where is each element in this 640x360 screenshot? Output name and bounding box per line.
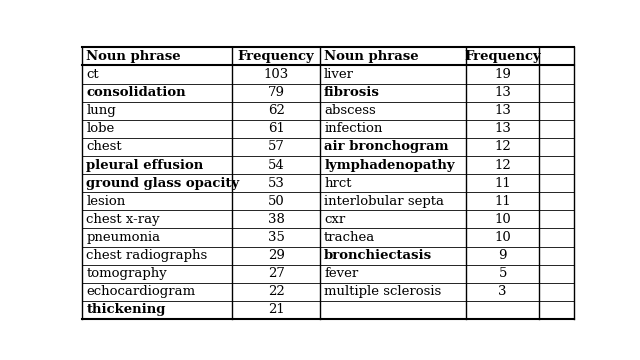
Text: lesion: lesion <box>86 195 125 208</box>
Text: 35: 35 <box>268 231 285 244</box>
Text: cxr: cxr <box>324 213 346 226</box>
Text: pleural effusion: pleural effusion <box>86 158 204 172</box>
Text: 11: 11 <box>494 195 511 208</box>
Text: 62: 62 <box>268 104 285 117</box>
Text: 9: 9 <box>499 249 507 262</box>
Text: 61: 61 <box>268 122 285 135</box>
Text: 38: 38 <box>268 213 285 226</box>
Text: hrct: hrct <box>324 177 351 190</box>
Text: 19: 19 <box>494 68 511 81</box>
Text: 57: 57 <box>268 140 285 153</box>
Text: 11: 11 <box>494 177 511 190</box>
Text: 5: 5 <box>499 267 507 280</box>
Text: lung: lung <box>86 104 116 117</box>
Text: fever: fever <box>324 267 358 280</box>
Text: 29: 29 <box>268 249 285 262</box>
Text: infection: infection <box>324 122 383 135</box>
Text: 13: 13 <box>494 86 511 99</box>
Text: 22: 22 <box>268 285 285 298</box>
Text: tomography: tomography <box>86 267 167 280</box>
Text: 27: 27 <box>268 267 285 280</box>
Text: trachea: trachea <box>324 231 376 244</box>
Text: Frequency: Frequency <box>464 50 541 63</box>
Text: Noun phrase: Noun phrase <box>86 50 181 63</box>
Text: chest: chest <box>86 140 122 153</box>
Text: bronchiectasis: bronchiectasis <box>324 249 432 262</box>
Text: 53: 53 <box>268 177 285 190</box>
Text: ground glass opacity: ground glass opacity <box>86 177 240 190</box>
Text: 79: 79 <box>268 86 285 99</box>
Text: fibrosis: fibrosis <box>324 86 380 99</box>
Text: 10: 10 <box>494 231 511 244</box>
Text: liver: liver <box>324 68 354 81</box>
Text: 50: 50 <box>268 195 285 208</box>
Text: 54: 54 <box>268 158 285 172</box>
Text: air bronchogram: air bronchogram <box>324 140 449 153</box>
Text: lymphadenopathy: lymphadenopathy <box>324 158 455 172</box>
Text: Noun phrase: Noun phrase <box>324 50 419 63</box>
Text: 21: 21 <box>268 303 285 316</box>
Text: chest x-ray: chest x-ray <box>86 213 160 226</box>
Text: ct: ct <box>86 68 99 81</box>
Text: 103: 103 <box>264 68 289 81</box>
Text: Frequency: Frequency <box>238 50 315 63</box>
Text: lobe: lobe <box>86 122 115 135</box>
Text: abscess: abscess <box>324 104 376 117</box>
Text: 13: 13 <box>494 104 511 117</box>
Text: thickening: thickening <box>86 303 166 316</box>
Text: 12: 12 <box>494 140 511 153</box>
Text: echocardiogram: echocardiogram <box>86 285 196 298</box>
Text: 10: 10 <box>494 213 511 226</box>
Text: 12: 12 <box>494 158 511 172</box>
Text: pneumonia: pneumonia <box>86 231 161 244</box>
Text: multiple sclerosis: multiple sclerosis <box>324 285 442 298</box>
Text: 3: 3 <box>499 285 507 298</box>
Text: 13: 13 <box>494 122 511 135</box>
Text: interlobular septa: interlobular septa <box>324 195 444 208</box>
Text: consolidation: consolidation <box>86 86 186 99</box>
Text: chest radiographs: chest radiographs <box>86 249 208 262</box>
